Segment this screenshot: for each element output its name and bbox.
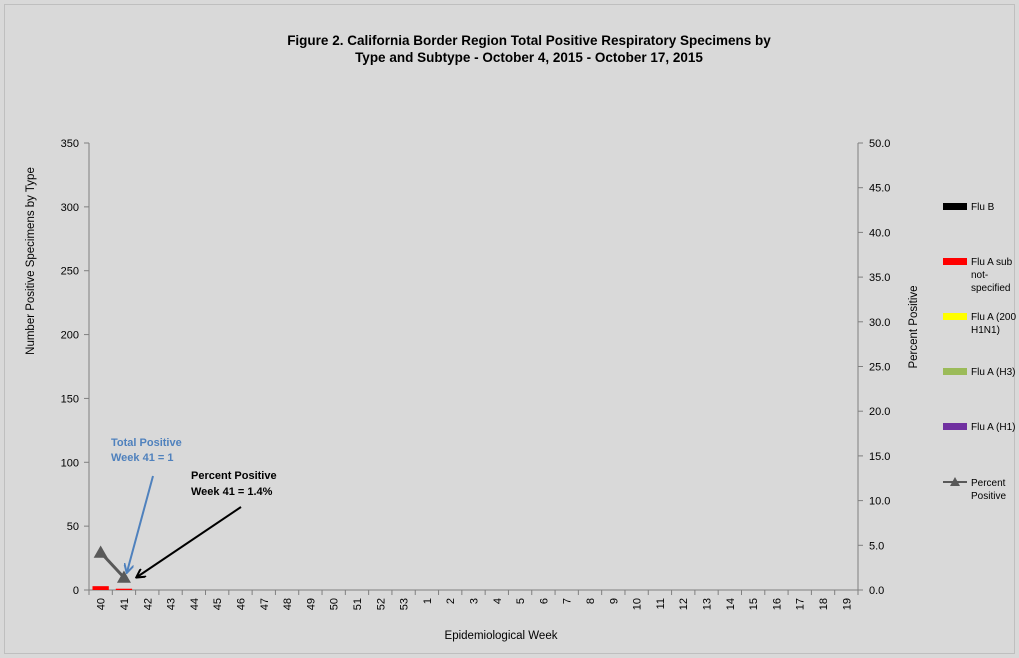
y-tick-label: 200 [61,330,79,342]
x-tick-label: 10 [632,598,644,610]
legend-label: specified [971,283,1010,294]
legend-label: H1N1) [971,325,1000,336]
x-tick-label: 19 [841,598,853,610]
legend-label: Positive [971,491,1006,502]
legend-label: Percent [971,478,1006,489]
y-tick-label: 0 [73,585,79,597]
chart-title-line-2: Type and Subtype - October 4, 2015 - Oct… [355,50,703,65]
legend-swatch [943,368,967,375]
y2-tick-label: 15.0 [869,451,890,463]
x-tick-label: 50 [329,598,341,610]
legend-swatch [943,313,967,320]
y-tick-label: 250 [61,266,79,278]
x-tick-label: 3 [469,598,481,604]
x-tick-label: 47 [259,598,271,610]
x-tick-label: 45 [212,598,224,610]
y-tick-label: 100 [61,457,79,469]
bar [115,588,133,590]
x-tick-label: 1 [422,598,434,604]
y2-tick-label: 35.0 [869,272,890,284]
y2-tick-label: 30.0 [869,317,890,329]
legend-swatch [943,258,967,265]
x-tick-label: 51 [352,598,364,610]
x-tick-label: 41 [119,598,131,610]
x-tick-label: 17 [795,598,807,610]
y2-tick-label: 10.0 [869,496,890,508]
x-tick-label: 11 [655,598,667,609]
annotation-total-positive-arrow [127,475,154,572]
y-tick-label: 50 [67,521,79,533]
y2-tick-label: 45.0 [869,183,890,195]
legend-label: not- [971,270,988,281]
x-tick-label: 6 [538,598,550,604]
y2-tick-label: 5.0 [869,540,884,552]
x-tick-label: 2 [445,598,457,604]
x-tick-label: 5 [515,598,527,604]
y2-tick-label: 0.0 [869,585,884,597]
y2-tick-label: 40.0 [869,227,890,239]
x-tick-label: 8 [585,598,597,604]
x-tick-label: 15 [748,598,760,610]
y2-tick-label: 20.0 [869,406,890,418]
y-tick-label: 150 [61,393,79,405]
x-tick-label: 40 [96,598,108,610]
legend-label: Flu A sub [971,257,1013,268]
chart-frame: Figure 2. California Border Region Total… [4,4,1016,654]
x-tick-label: 16 [771,598,783,610]
legend-label: Flu B [971,202,995,213]
legend: Flu B Flu A sub not-specified Flu A (2009 H1… [943,202,1016,502]
legend-label: Flu A (2009 [971,312,1016,323]
y-axis-title: Number Positive Specimens by Type [25,167,37,355]
x-tick-label: 13 [702,598,714,610]
marks-group [92,545,133,590]
x-tick-label: 48 [282,598,294,610]
annotation-total-positive-line-1: Total Positive [111,437,182,449]
x-tick-label: 42 [142,598,154,610]
legend-label: Flu A (H3) [971,367,1015,378]
legend-swatch-marker [950,477,960,486]
y-tick-label: 300 [61,202,79,214]
chart-title-line-1: Figure 2. California Border Region Total… [287,33,771,48]
x-tick-label: 49 [305,598,317,610]
percent-positive-point [93,545,108,558]
annotation-percent-positive-line-2: Week 41 = 1.4% [191,486,273,498]
x-tick-label: 46 [235,598,247,610]
bar [92,586,109,590]
x-tick-label: 4 [492,598,504,604]
x-tick-label: 52 [375,598,387,610]
annotation-percent-positive-line-1: Percent Positive [191,470,277,482]
legend-swatch [943,203,967,210]
x-tick-label: 43 [166,598,178,610]
x-tick-label: 9 [608,598,620,604]
y2-axis-title: Percent Positive [908,285,920,368]
legend-label: Flu A (H1) [971,422,1015,433]
chart-svg: Figure 2. California Border Region Total… [25,33,1016,642]
legend-swatch [943,423,967,430]
x-tick-label: 44 [189,598,201,610]
x-tick-label: 53 [399,598,411,610]
x-axis-title: Epidemiological Week [445,630,558,642]
x-tick-label: 14 [725,598,737,610]
x-tick-label: 7 [562,598,574,604]
annotation-percent-positive-arrow [137,506,242,577]
x-tick-label: 12 [678,598,690,610]
percent-positive-point [116,570,131,583]
y2-tick-label: 50.0 [869,138,890,150]
axes-group: 0501001502002503003500.05.010.015.020.02… [61,138,891,610]
y-tick-label: 350 [61,138,79,150]
x-tick-label: 18 [818,598,830,610]
y2-tick-label: 25.0 [869,362,890,374]
annotation-total-positive-line-2: Week 41 = 1 [111,452,173,464]
